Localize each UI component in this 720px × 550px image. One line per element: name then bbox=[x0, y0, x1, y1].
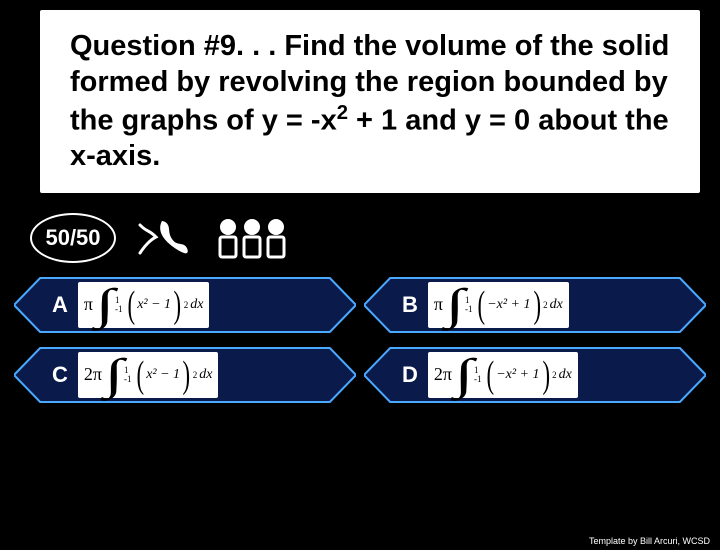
credit-text: Template by Bill Arcuri, WCSD bbox=[589, 536, 710, 546]
answer-c[interactable]: C 2π∫1-1(x² − 1)2dx bbox=[14, 345, 356, 405]
answer-label: D bbox=[402, 362, 418, 388]
answer-formula: π∫1-1(x² − 1)2dx bbox=[78, 282, 210, 328]
lifeline-audience[interactable] bbox=[212, 213, 292, 263]
question-sup: 2 bbox=[337, 102, 348, 124]
lifeline-5050-label: 50/50 bbox=[45, 225, 100, 251]
audience-icon bbox=[212, 213, 292, 263]
answer-d[interactable]: D 2π∫1-1(−x² + 1)2dx bbox=[364, 345, 706, 405]
answer-formula: π∫1-1(−x² + 1)2dx bbox=[428, 282, 569, 328]
answer-a[interactable]: Aπ∫1-1(x² − 1)2dx bbox=[14, 275, 356, 335]
lifelines: 50/50 bbox=[30, 213, 720, 263]
lifeline-phone[interactable] bbox=[134, 213, 194, 263]
question-text: Question #9. . . Find the volume of the … bbox=[70, 28, 680, 175]
answer-formula: 2π∫1-1(x² − 1)2dx bbox=[78, 352, 219, 398]
answer-b[interactable]: Bπ∫1-1(−x² + 1)2dx bbox=[364, 275, 706, 335]
answer-label: B bbox=[402, 292, 418, 318]
answer-label: C bbox=[52, 362, 68, 388]
question-prefix: Question #9. . . bbox=[70, 30, 284, 62]
lifeline-5050[interactable]: 50/50 bbox=[30, 213, 116, 263]
phone-icon bbox=[134, 213, 194, 263]
question-box: Question #9. . . Find the volume of the … bbox=[40, 10, 700, 193]
answer-formula: 2π∫1-1(−x² + 1)2dx bbox=[428, 352, 578, 398]
answer-label: A bbox=[52, 292, 68, 318]
answers-grid: Aπ∫1-1(x² − 1)2dxBπ∫1-1(−x² + 1)2dxC2π∫1… bbox=[0, 275, 720, 405]
